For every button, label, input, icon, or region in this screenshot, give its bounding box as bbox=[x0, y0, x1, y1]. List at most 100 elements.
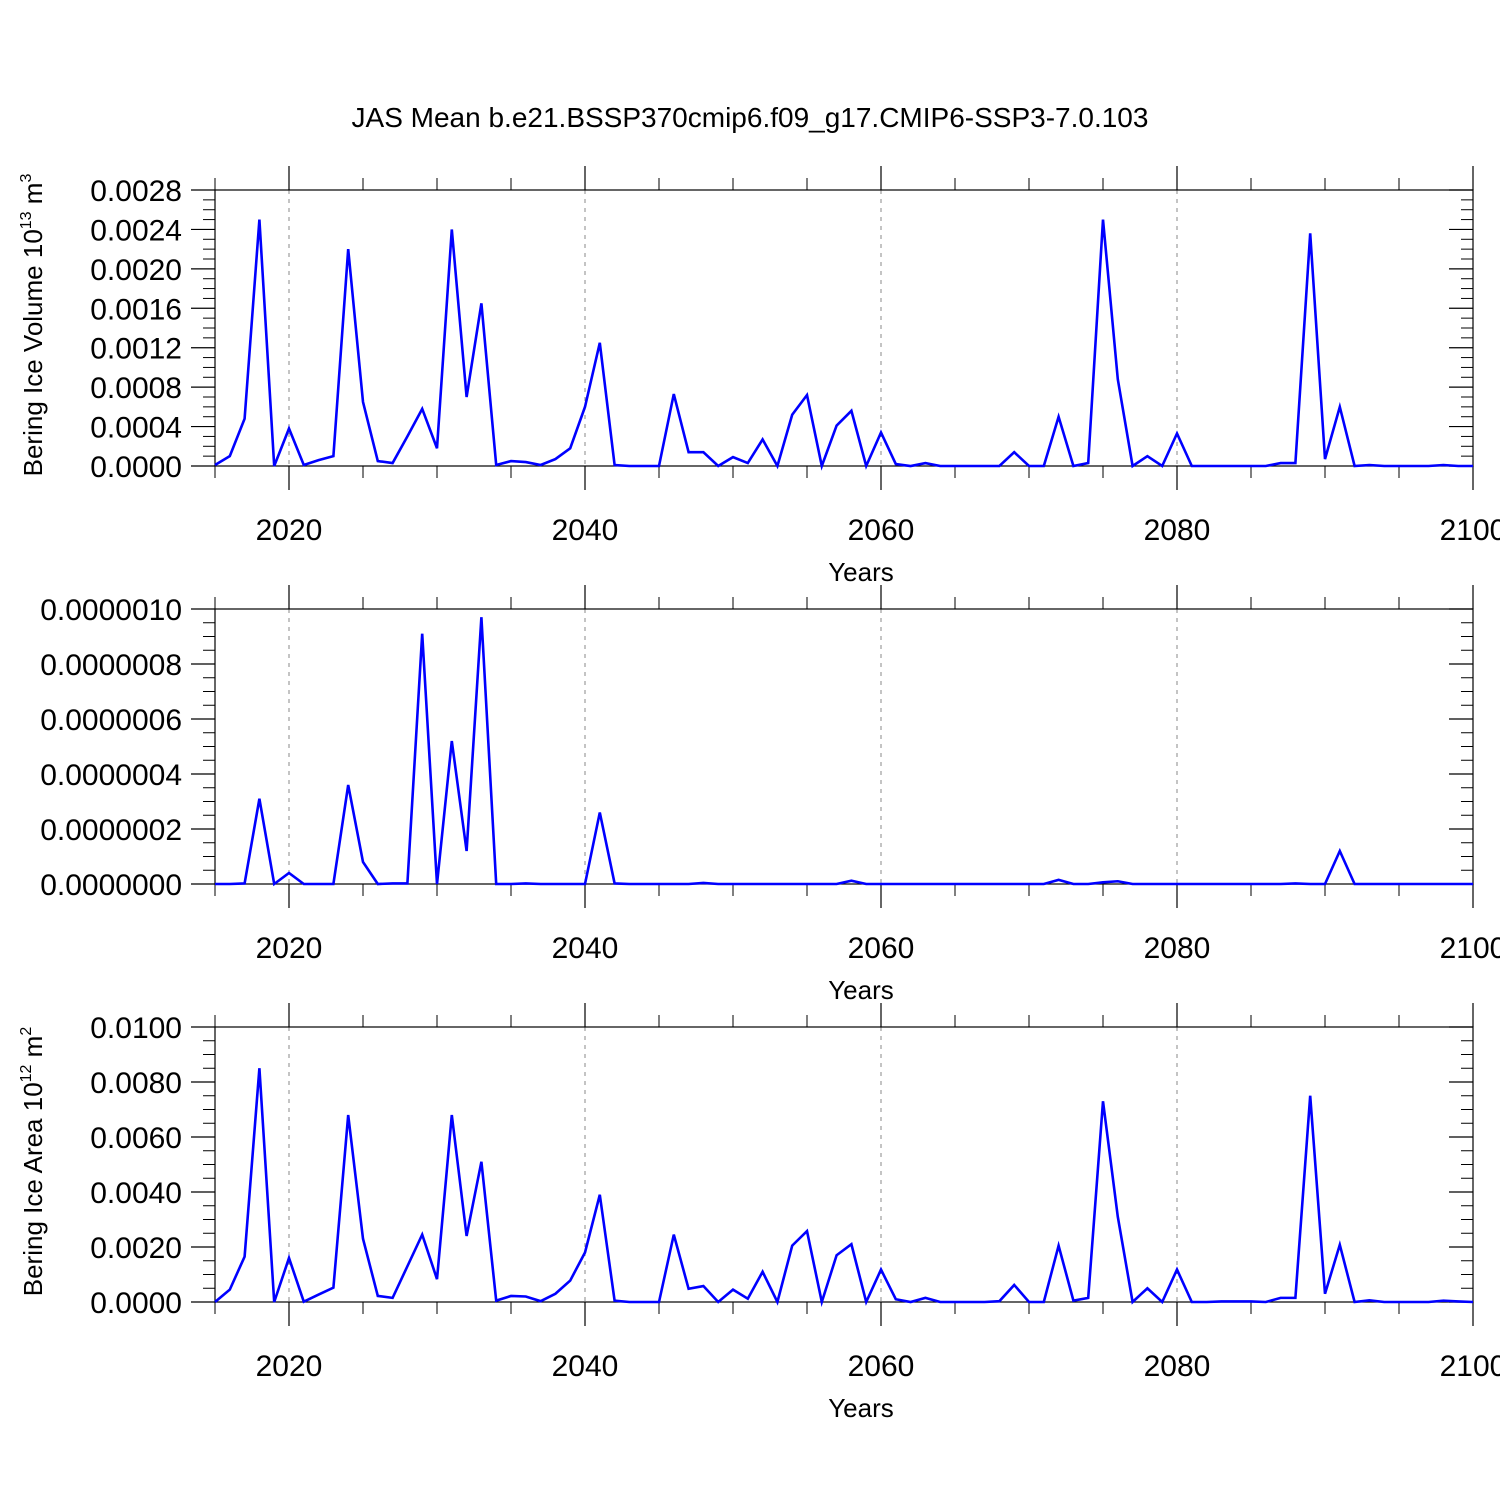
x-tick-label: 2020 bbox=[256, 932, 323, 965]
data-point bbox=[1073, 1300, 1074, 1301]
data-point bbox=[777, 465, 778, 466]
data-point bbox=[673, 883, 674, 884]
data-point bbox=[1117, 1216, 1118, 1217]
data-point bbox=[1162, 883, 1163, 884]
data-point bbox=[747, 883, 748, 884]
data-point bbox=[1028, 1301, 1029, 1302]
data-point bbox=[481, 617, 482, 618]
data-point bbox=[1221, 883, 1222, 884]
data-point bbox=[496, 1300, 497, 1301]
data-point bbox=[1428, 883, 1429, 884]
data-point bbox=[880, 1269, 881, 1270]
data-point bbox=[1236, 1301, 1237, 1302]
data-point bbox=[658, 883, 659, 884]
data-point bbox=[377, 1295, 378, 1296]
data-point bbox=[1413, 883, 1414, 884]
data-point bbox=[821, 883, 822, 884]
data-point bbox=[1191, 1301, 1192, 1302]
data-point bbox=[510, 1295, 511, 1296]
data-point bbox=[836, 425, 837, 426]
y-tick-label: 0.0000004 bbox=[40, 759, 182, 792]
data-point bbox=[229, 1289, 230, 1290]
data-point bbox=[525, 1296, 526, 1297]
data-point bbox=[866, 883, 867, 884]
data-point bbox=[392, 1297, 393, 1298]
data-point bbox=[1265, 465, 1266, 466]
data-point bbox=[599, 342, 600, 343]
data-point bbox=[1384, 465, 1385, 466]
data-point bbox=[792, 883, 793, 884]
data-point bbox=[1206, 465, 1207, 466]
data-point bbox=[1102, 1101, 1103, 1102]
data-point bbox=[436, 448, 437, 449]
data-point bbox=[1176, 1269, 1177, 1270]
data-point bbox=[1472, 1301, 1473, 1302]
data-point bbox=[274, 1301, 275, 1302]
data-point bbox=[318, 883, 319, 884]
data-point bbox=[925, 883, 926, 884]
data-point bbox=[214, 1301, 215, 1302]
x-tick-label: 2100 bbox=[1440, 514, 1500, 547]
data-point bbox=[1117, 881, 1118, 882]
data-point bbox=[599, 1194, 600, 1195]
data-point bbox=[303, 1301, 304, 1302]
data-point bbox=[1014, 883, 1015, 884]
data-point bbox=[762, 883, 763, 884]
data-point bbox=[422, 408, 423, 409]
data-point bbox=[718, 465, 719, 466]
data-point bbox=[1014, 1284, 1015, 1285]
data-point bbox=[1132, 883, 1133, 884]
data-point bbox=[1147, 1288, 1148, 1289]
data-point bbox=[525, 883, 526, 884]
data-point bbox=[288, 1257, 289, 1258]
x-tick-label: 2080 bbox=[1144, 514, 1211, 547]
data-point bbox=[910, 1301, 911, 1302]
data-point bbox=[348, 249, 349, 250]
data-point bbox=[984, 1301, 985, 1302]
data-point bbox=[510, 883, 511, 884]
y-tick-label: 0.0020 bbox=[90, 254, 182, 287]
data-point bbox=[895, 883, 896, 884]
data-point bbox=[274, 883, 275, 884]
data-point bbox=[214, 883, 215, 884]
data-point bbox=[333, 456, 334, 457]
y-tick-label: 0.0028 bbox=[90, 175, 182, 208]
data-point bbox=[792, 1245, 793, 1246]
panels: 2020 2040 2060 2080 2100 0.0000 0.0004 0.0008 0.… bbox=[18, 166, 1500, 1423]
data-point bbox=[969, 465, 970, 466]
data-point bbox=[644, 1301, 645, 1302]
data-point bbox=[1369, 1300, 1370, 1301]
data-point bbox=[1250, 465, 1251, 466]
data-point bbox=[407, 1266, 408, 1267]
data-point bbox=[688, 883, 689, 884]
data-point bbox=[392, 462, 393, 463]
figure-title: JAS Mean b.e21.BSSP370cmip6.f09_g17.CMIP… bbox=[352, 102, 1149, 133]
data-point bbox=[362, 1238, 363, 1239]
data-point bbox=[436, 883, 437, 884]
x-tick-label: 2040 bbox=[552, 514, 619, 547]
data-point bbox=[1354, 465, 1355, 466]
data-point bbox=[614, 464, 615, 465]
data-point bbox=[333, 883, 334, 884]
data-point bbox=[540, 464, 541, 465]
data-point bbox=[1324, 1293, 1325, 1294]
data-point bbox=[851, 1244, 852, 1245]
data-point bbox=[954, 1301, 955, 1302]
x-tick-label: 2040 bbox=[552, 932, 619, 965]
data-point bbox=[1324, 459, 1325, 460]
data-point bbox=[1339, 1244, 1340, 1245]
chart-panel-2: 2020 2040 2060 2080 2100 0.0000000 0.0000002 0.… bbox=[40, 585, 1500, 1005]
data-point bbox=[1147, 883, 1148, 884]
data-point bbox=[555, 883, 556, 884]
data-point bbox=[1088, 1297, 1089, 1298]
data-point bbox=[984, 465, 985, 466]
data-point bbox=[1413, 1301, 1414, 1302]
data-point bbox=[1132, 465, 1133, 466]
data-point bbox=[555, 1293, 556, 1294]
data-point bbox=[880, 432, 881, 433]
data-point bbox=[1073, 465, 1074, 466]
data-point bbox=[436, 1279, 437, 1280]
data-point bbox=[1236, 883, 1237, 884]
y-tick-label: 0.0080 bbox=[90, 1067, 182, 1100]
y-tick-label: 0.0000010 bbox=[40, 594, 182, 627]
